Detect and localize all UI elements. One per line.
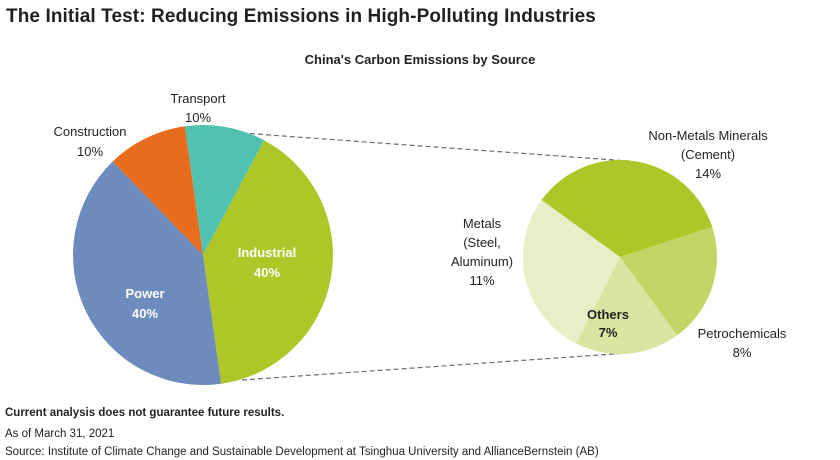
pie-slice-transport [184,125,265,255]
pie-slice-non-metals-minerals-cement [541,160,713,257]
label-others-value: 7% [599,325,618,340]
pie-slice-others [575,257,678,355]
label-petrochemicals-value: 8% [733,345,752,360]
label-industrial-value: 40% [254,265,280,280]
chart: China's Carbon Emissions by Source Indus… [54,52,787,385]
connector-lines [241,132,629,381]
label-construction-name: Construction [54,124,127,139]
label-transport-name: Transport [170,91,226,106]
pie-slice-industrial [203,140,333,384]
label-others-name: Others [587,307,629,322]
label-power-name: Power [125,286,164,301]
footer-source: Source: Institute of Climate Change and … [5,446,599,458]
footer-disclaimer: Current analysis does not guarantee futu… [5,407,285,419]
label-metals-value: 11% [469,273,494,288]
chart-subtitle: China's Carbon Emissions by Source [305,52,536,67]
label-cement-value: 14% [695,166,721,181]
label-cement-line1: Non-Metals Minerals [648,128,768,143]
detail-pie [522,160,717,355]
label-petrochemicals-name: Petrochemicals [698,326,787,341]
label-construction-value: 10% [77,144,103,159]
label-metals-line1: Metals [463,216,502,231]
footer-date: As of March 31, 2021 [5,428,115,440]
pie-slice-petrochemicals [620,227,717,336]
main-pie [73,125,333,385]
label-metals-line2: (Steel, [463,235,501,250]
label-power-value: 40% [132,306,158,321]
label-industrial-name: Industrial [238,245,297,260]
pie-slice-metals-steel-aluminum [522,199,620,344]
label-metals-line3: Aluminum) [451,254,513,269]
pie-slice-construction [112,126,203,256]
connector-line-bottom [241,352,629,381]
connector-line-top [241,132,629,162]
page-title: The Initial Test: Reducing Emissions in … [6,6,596,27]
pie-slice-power [73,161,222,385]
label-transport-value: 10% [185,110,211,125]
label-cement-line2: (Cement) [681,147,735,162]
